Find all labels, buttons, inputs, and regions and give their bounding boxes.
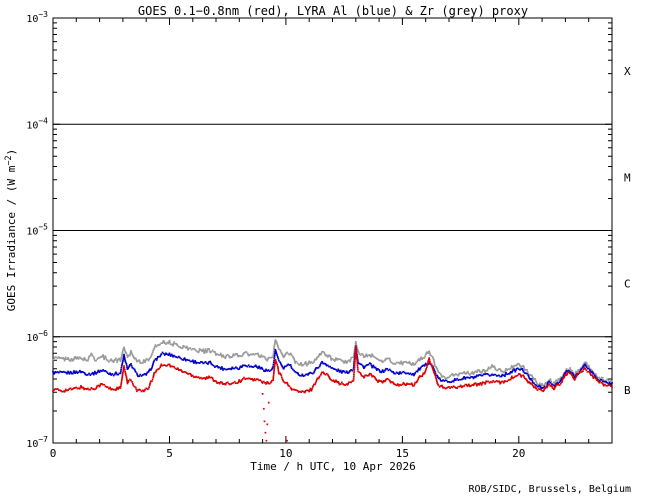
y-tick-label: 10−5 [26,223,48,238]
lyra-zr-series [52,339,613,388]
data-series [52,339,613,442]
y-tick-label: 10−4 [26,116,48,131]
flare-class-label-c: C [624,278,631,291]
flare-class-label-m: M [624,171,631,184]
axes [52,17,613,444]
y-tick-labels: 10−3 10−4 10−5 10−6 10−7 [26,10,48,450]
x-tick-label: 5 [166,447,173,460]
x-tick-label: 20 [512,447,525,460]
chart-title: GOES 0.1−0.8nm (red), LYRA Al (blue) & Z… [138,4,528,18]
flare-class-label-b: B [624,384,631,397]
x-tick-label: 15 [396,447,409,460]
y-tick-label: 10−6 [26,329,48,344]
goes-xray-series [52,345,613,394]
flare-class-labels: X M C B [624,65,631,397]
y-axis-label: GOES Irradiance / (W m−2) [4,149,18,312]
x-tick-labels: 0 5 10 15 20 [50,447,526,460]
x-axis-label: Time / h UTC, 10 Apr 2026 [250,460,416,473]
y-tick-label: 10−7 [26,435,48,450]
credit-text: ROB/SIDC, Brussels, Belgium [468,484,631,495]
y-tick-label: 10−3 [26,10,48,25]
goes-dropout-points [261,393,288,442]
axis-ticks [52,17,613,444]
x-tick-label: 10 [279,447,292,460]
flare-class-label-x: X [624,65,631,78]
x-tick-label: 0 [50,447,57,460]
